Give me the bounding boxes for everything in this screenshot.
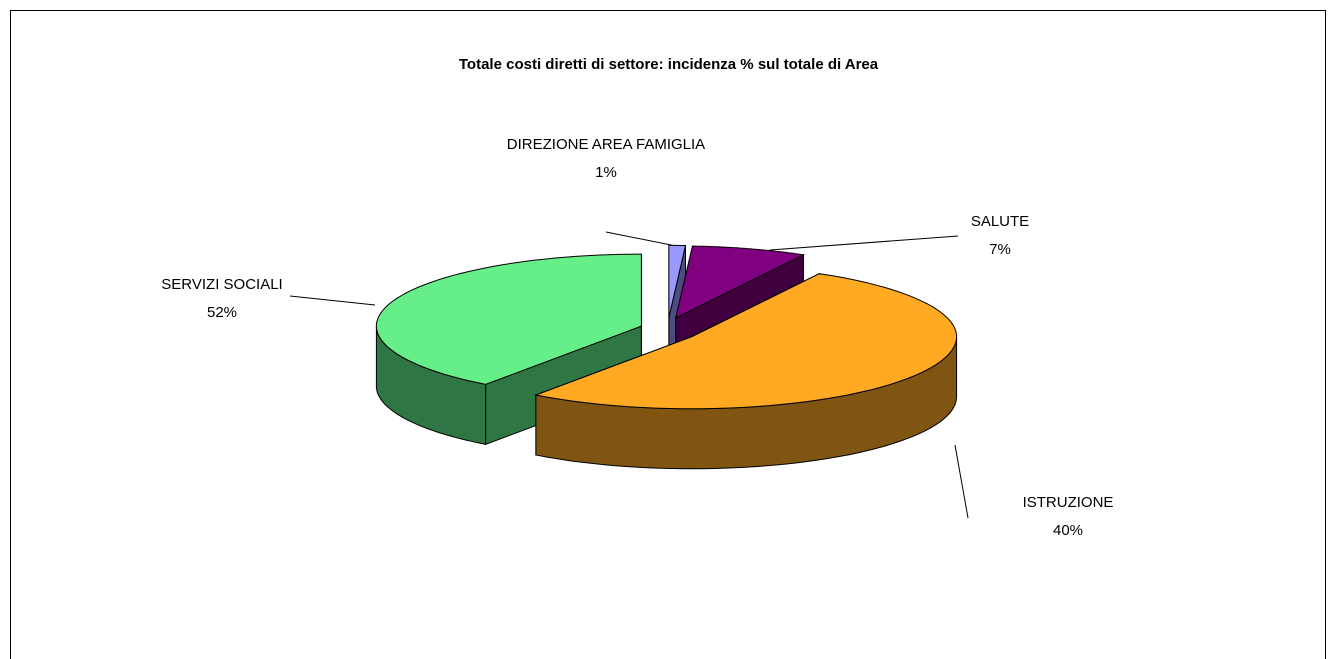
chart-title: Totale costi diretti di settore: inciden… — [458, 56, 879, 73]
value-label: 7% — [989, 241, 1011, 258]
slice-label: SERVIZI SOCIALI — [161, 276, 283, 293]
slice — [375, 253, 642, 385]
slice-label: DIREZIONE AREA FAMIGLIA — [506, 136, 706, 153]
value-label: 52% — [206, 304, 238, 321]
slice — [668, 244, 687, 318]
leader-line — [954, 444, 969, 519]
slice — [675, 245, 806, 319]
value-label: 1% — [595, 164, 617, 181]
slice — [534, 273, 958, 410]
leader-line — [769, 235, 959, 251]
value-label: 40% — [1052, 522, 1084, 539]
leader-lines — [289, 231, 969, 519]
chart-frame — [10, 10, 1326, 659]
leader-line — [289, 295, 376, 306]
slice-label: ISTRUZIONE — [1022, 494, 1114, 511]
slice-label: SALUTE — [970, 213, 1030, 230]
